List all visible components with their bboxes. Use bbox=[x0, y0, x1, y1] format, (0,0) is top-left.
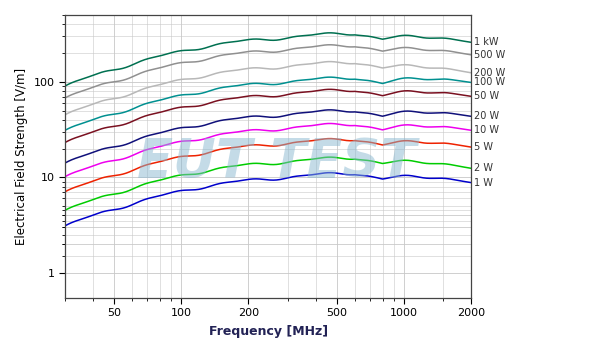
Text: 500 W: 500 W bbox=[474, 50, 505, 60]
Text: 10 W: 10 W bbox=[474, 125, 499, 135]
Text: 20 W: 20 W bbox=[474, 111, 499, 121]
Text: 50 W: 50 W bbox=[474, 91, 499, 101]
Text: 1 W: 1 W bbox=[474, 178, 493, 187]
Y-axis label: Electrical Field Strength [V/m]: Electrical Field Strength [V/m] bbox=[15, 68, 28, 245]
Text: 5 W: 5 W bbox=[474, 142, 493, 152]
Text: 2 W: 2 W bbox=[474, 163, 493, 173]
Text: 100 W: 100 W bbox=[474, 77, 505, 88]
Text: EUT TEST: EUT TEST bbox=[137, 136, 416, 188]
Text: 200 W: 200 W bbox=[474, 68, 505, 78]
Text: 1 kW: 1 kW bbox=[474, 37, 498, 47]
X-axis label: Frequency [MHz]: Frequency [MHz] bbox=[208, 325, 327, 338]
